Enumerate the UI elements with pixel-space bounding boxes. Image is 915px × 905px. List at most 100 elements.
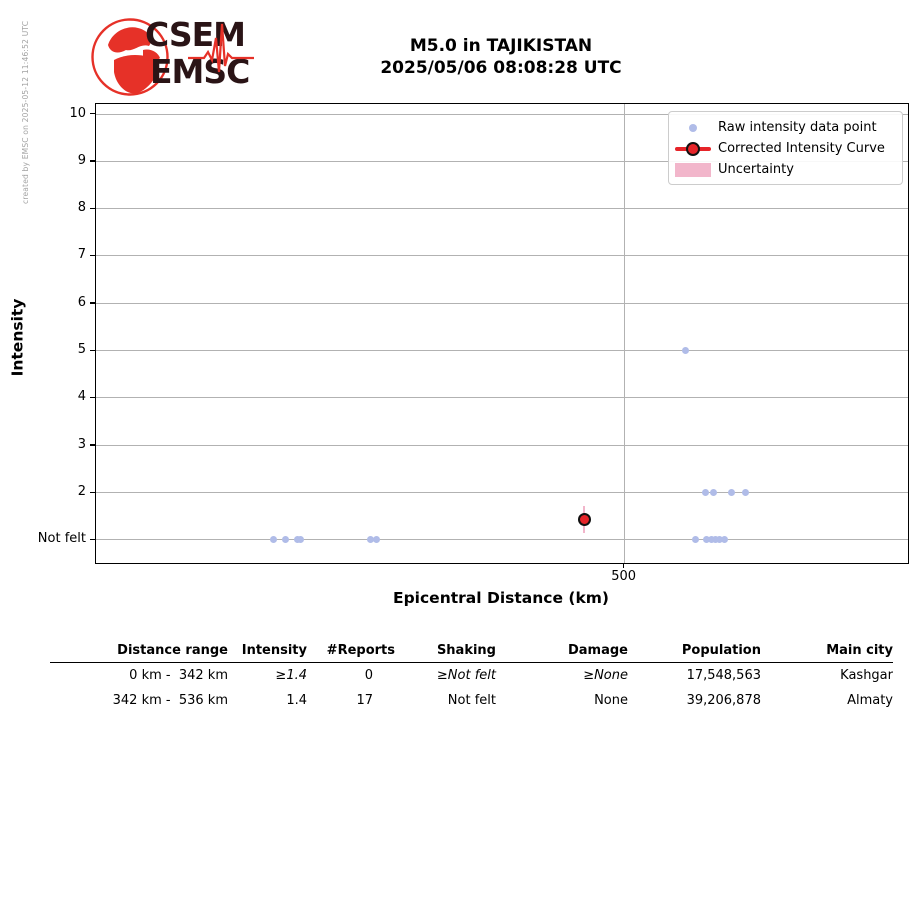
y-tick-label: 7	[77, 247, 86, 263]
gridline-y	[96, 444, 908, 446]
table-cell: ≥1.4	[275, 668, 307, 683]
summary-table: Distance range Intensity #Reports Shaking Da…	[50, 639, 893, 713]
y-tick-mark	[90, 396, 95, 399]
gridline-y	[96, 492, 908, 494]
gridline-y	[96, 208, 908, 210]
patch-legend-marker	[673, 159, 713, 180]
gridline-y	[96, 255, 908, 257]
table-cell: ≥None	[583, 668, 628, 683]
legend-item-label: Uncertainty	[718, 162, 794, 177]
y-tick-mark	[90, 160, 95, 162]
y-tick-label: 8	[77, 200, 86, 216]
y-tick-mark	[90, 444, 95, 446]
table-header-cell: Population	[628, 639, 761, 663]
globe-africa-shape	[114, 54, 158, 94]
y-tick-label: 4	[77, 389, 86, 405]
y-tick-mark	[90, 349, 95, 351]
y-tick-mark	[90, 302, 95, 304]
gridline-y	[96, 539, 908, 541]
table-row: 0 km - 342 km ≥1.4 0 ≥Not felt ≥None 17,548,5…	[50, 663, 893, 689]
globe-asia-shape	[143, 49, 160, 61]
y-tick-label: 3	[77, 436, 86, 452]
y-tick-label: 9	[77, 152, 86, 168]
raw-data-point	[281, 536, 289, 544]
raw-data-point	[270, 536, 278, 544]
table-cell: 1.4	[286, 693, 307, 708]
y-tick-label: 6	[77, 294, 86, 310]
chart-legend: Raw intensity data point Corrected Intens…	[668, 111, 903, 185]
raw-data-point	[720, 536, 728, 544]
y-tick-mark	[90, 113, 95, 115]
raw-data-point	[741, 489, 749, 497]
table-header-row: Distance range Intensity #Reports Shaking Da…	[50, 639, 893, 663]
table-header-cell: Shaking	[395, 639, 496, 663]
gridline-x	[624, 104, 626, 563]
emsc-csem-logo: CSEM EMSC	[91, 15, 254, 96]
dot-legend-marker	[673, 117, 713, 138]
table-header-cell: Intensity	[228, 639, 307, 663]
globe-icon	[91, 18, 169, 96]
globe-europe-shape	[108, 27, 151, 53]
raw-data-point	[709, 489, 717, 497]
y-tick-mark	[90, 254, 95, 257]
curve-point-icon	[686, 141, 700, 156]
y-tick-mark	[90, 207, 95, 209]
title-datetime: 2025/05/06 08:08:28 UTC	[380, 58, 622, 78]
legend-item: Corrected Intensity Curve	[673, 138, 902, 159]
legend-item-label: Raw intensity data point	[718, 120, 877, 135]
legend-item: Raw intensity data point	[673, 117, 902, 138]
y-tick-label: 2	[77, 484, 86, 500]
legend-item: Uncertainty	[673, 159, 902, 180]
table-header-cell: Damage	[496, 639, 628, 663]
gridline-y	[96, 113, 908, 115]
gridline-y	[96, 397, 908, 399]
corrected-intensity-point	[577, 513, 591, 527]
y-tick-label: 10	[69, 105, 86, 121]
raw-data-point	[702, 536, 710, 544]
line-circle-legend-marker	[673, 138, 713, 159]
table-row: 342 km - 536 km 1.4 17 Not felt None 39,206,8…	[50, 688, 893, 713]
raw-data-point	[707, 536, 715, 544]
table-cell: ≥Not felt	[436, 668, 496, 683]
y-tick-mark	[90, 538, 95, 541]
raw-data-point	[691, 536, 699, 544]
table-header-cell: Main city	[761, 639, 893, 663]
gridline-y	[96, 302, 908, 304]
seismogram-icon	[188, 23, 254, 73]
y-tick-label: Not felt	[37, 531, 86, 547]
raw-data-point	[682, 347, 690, 355]
y-tick-mark	[90, 491, 95, 493]
raw-data-point	[367, 536, 375, 544]
table-cell: 342 km - 536 km	[112, 693, 228, 708]
gridline-y	[96, 160, 908, 162]
raw-data-point	[372, 536, 380, 544]
raw-data-point	[296, 536, 304, 544]
table-cell: Almaty	[847, 693, 893, 708]
gridline-y	[96, 350, 908, 352]
table-cell: Not felt	[447, 693, 496, 708]
y-tick-label: 5	[77, 342, 86, 358]
raw-data-point	[727, 489, 735, 497]
table-cell: 17,548,563	[686, 668, 761, 683]
legend-item-label: Corrected Intensity Curve	[718, 141, 885, 156]
logo-text-csem: CSEM	[145, 15, 245, 54]
table-cell: 0 km - 342 km	[129, 668, 228, 683]
table-cell: Kashgar	[840, 668, 893, 683]
table-header-cell: #Reports	[307, 639, 395, 663]
table-header-cell: Distance range	[50, 639, 228, 663]
x-tick-mark	[623, 564, 625, 568]
page-title: M5.0 in TAJIKISTAN 2025/05/06 08:08:28 U…	[211, 35, 791, 79]
uncertainty-patch-icon	[675, 162, 711, 177]
table-cell: 0	[364, 668, 373, 683]
x-axis-label: Epicentral Distance (km)	[393, 589, 609, 607]
table-cell: None	[594, 693, 628, 708]
x-tick-label: 500	[611, 569, 637, 584]
raw-data-point	[701, 489, 709, 497]
table-cell: 17	[356, 693, 373, 708]
raw-point-icon	[689, 123, 697, 132]
raw-data-point	[716, 536, 724, 544]
raw-data-point	[712, 536, 720, 544]
title-event: M5.0 in TAJIKISTAN	[409, 36, 593, 56]
table-cell: 39,206,878	[686, 693, 761, 708]
